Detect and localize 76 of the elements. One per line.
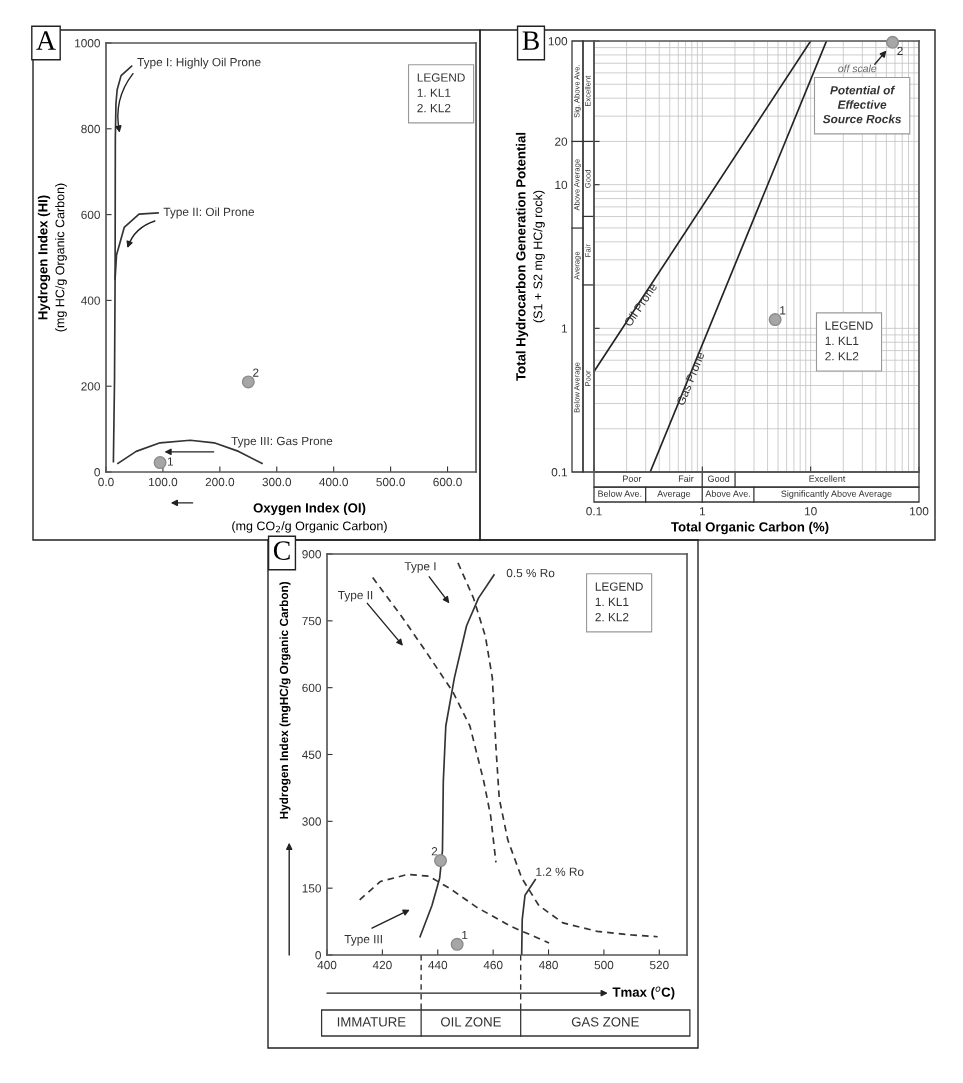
text: Excellent	[809, 475, 846, 482]
x-tick-label: 200.0	[205, 477, 235, 487]
annotation: LEGEND 1. KL1 2. KL2	[595, 582, 643, 622]
y-tick-label: 800	[81, 124, 100, 134]
chart-title: C	[273, 541, 290, 560]
annotation: 1.2 % Ro	[536, 867, 584, 876]
text: Good	[708, 475, 730, 482]
y-axis-title: Total Hydrocarbon Generation Potential (S1 + S2 mg HC/g rock)	[515, 132, 545, 381]
annotation: 2	[253, 368, 259, 377]
annotation: 2	[431, 847, 438, 856]
annotation: Type III	[344, 935, 382, 946]
x-tick-label: 0.1	[586, 507, 602, 516]
x-tick-label: 300.0	[262, 477, 292, 487]
y-tick-label: 300	[302, 817, 321, 826]
x-tick-label: 460	[483, 960, 503, 970]
y-tick-label: 1	[561, 324, 568, 333]
annotation: Type II: Oil Prone	[163, 207, 255, 219]
y-tick-label: 750	[302, 616, 321, 626]
y-tick-label: 600	[302, 683, 321, 693]
chart-title: A	[36, 31, 56, 50]
y-tick-label: 1000	[75, 39, 100, 48]
y-tick-label: 10	[555, 180, 568, 190]
y-axis-title: Hydrogen Index (HI) (mg HC/g Organic Carbon)	[37, 183, 67, 332]
chart-title: B	[522, 31, 539, 50]
annotation: 0.5 % Ro	[506, 568, 555, 578]
y-tick-label: 600	[81, 210, 100, 219]
x-axis-title: Total Organic Carbon (%)	[671, 521, 829, 535]
x-tick-label: 10	[805, 507, 817, 516]
annotation: Type I	[404, 562, 436, 573]
annotation: Type III: Gas Prone	[231, 436, 333, 448]
y-tick-label: 100	[548, 37, 568, 46]
text: GAS ZONE	[571, 1017, 639, 1027]
annotation: Type II	[338, 591, 373, 602]
annotation: off scale	[838, 64, 877, 73]
y-tick-label: 450	[302, 750, 321, 759]
text: Significantly Above Average	[781, 490, 892, 499]
x-tick-label: 400	[317, 960, 337, 970]
annotation: Gas Prone	[676, 351, 705, 406]
x-tick-label: 480	[538, 960, 558, 970]
annotation: LEGEND 1. KL1 2. KL2	[417, 73, 465, 113]
y-tick-label: 20	[555, 137, 568, 146]
y-tick-label: 150	[302, 884, 321, 893]
annotation: Potential of Effective Source Rocks	[822, 85, 902, 124]
x-axis-title: Oxygen Index (OI) (mg CO$_{2}$/g Organic Carbon)	[232, 502, 387, 533]
annotation: 1	[167, 457, 174, 466]
x-tick-label: 500	[594, 960, 614, 970]
x-tick-label: 440	[428, 960, 448, 970]
y-tick-label: 0.1	[551, 468, 568, 477]
annotation: LEGEND 1. KL1 2. KL2	[825, 321, 873, 361]
y-tick-label: 200	[81, 382, 100, 391]
x-tick-label: 600.0	[433, 477, 462, 487]
x-tick-label: 500.0	[376, 477, 405, 487]
y-tick-label: 0	[315, 951, 321, 960]
y-tick-label: 900	[302, 550, 321, 559]
text: Poor	[623, 475, 642, 482]
text: Above Ave.	[705, 490, 750, 497]
text: Fair	[678, 475, 694, 482]
text: OIL ZONE	[440, 1017, 501, 1027]
x-tick-label: 0.0	[98, 477, 114, 487]
annotation: 2	[897, 46, 903, 55]
x-tick-label: 400.0	[319, 477, 348, 487]
annotation: 1	[780, 306, 786, 315]
annotation: 1	[462, 930, 468, 940]
x-tick-label: 100.0	[149, 477, 178, 487]
y-tick-label: 400	[81, 296, 100, 305]
x-tick-label: 420	[372, 960, 392, 970]
y-axis-title: Hydrogen Index (mgHC/g Organic Carbon)	[279, 581, 291, 819]
x-tick-label: 100	[910, 507, 929, 516]
annotation: Type I: Highly Oil Prone	[137, 57, 261, 69]
x-axis-title: Tmax ($^{o}$C)	[612, 986, 675, 1000]
text: IMMATURE	[337, 1017, 406, 1027]
x-tick-label: 520	[649, 960, 669, 970]
text: Average	[657, 490, 691, 499]
y-tick-label: 0	[94, 468, 100, 477]
x-tick-label: 1	[699, 507, 706, 516]
text: Below Ave.	[598, 490, 642, 497]
